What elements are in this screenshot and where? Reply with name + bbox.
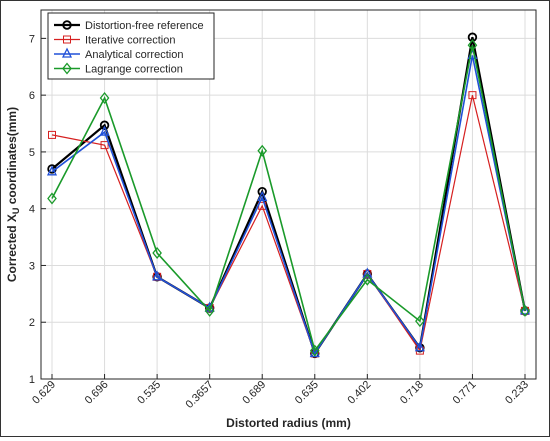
data-point-square [100,141,109,150]
y-axis-ticks: 1 2 3 4 5 6 7 [29,33,46,386]
data-point-diamond [99,91,110,105]
x-tick-label: 0.689 [240,379,268,407]
series-line [51,95,526,355]
series-triangle [46,48,531,358]
data-point-triangle [46,165,58,176]
series-diamond [47,39,530,357]
y-axis-title-subscript: U [11,208,21,215]
x-tick-label: 0.402 [346,379,374,407]
data-point-diamond [309,344,320,357]
x-tick-label: 0.696 [83,379,111,407]
x-tick-label: 0.3657 [184,379,216,411]
legend-item: Analytical correction [54,47,183,61]
x-tick-label: 0.771 [451,379,479,407]
data-point-triangle [257,190,268,201]
plot-area-border [40,9,537,380]
data-point-circle [99,120,110,130]
data-point-circle [62,20,72,30]
data-point-square [468,91,477,100]
data-point-triangle [61,47,73,58]
y-axis-title: Corrected XU coordinates(mm) [5,107,21,282]
y-tick-label: 4 [29,204,35,216]
x-axis-title: Distorted radius (mm) [226,416,351,430]
legend-label: Lagrange correction [85,64,183,76]
x-tick-label: 0.635 [293,379,321,407]
legend-item: Iterative correction [54,35,175,47]
y-tick-label: 2 [29,317,35,329]
series-group [46,32,531,359]
legend-label: Distortion-free reference [85,20,204,32]
data-point-triangle [99,125,110,136]
x-tick-label: 0.535 [135,379,163,407]
data-point-diamond [257,144,268,157]
y-tick-label: 7 [29,33,35,45]
legend-label: Iterative correction [85,35,175,47]
data-point-diamond [467,39,478,52]
data-point-triangle [362,267,373,278]
series-line [51,45,526,353]
data-point-square [63,35,71,44]
data-point-triangle [414,341,425,352]
data-point-triangle [519,304,531,315]
data-point-diamond [520,304,530,317]
series-line [51,55,526,356]
y-tick-label: 3 [29,260,35,272]
legend-label: Analytical correction [85,49,183,61]
data-point-diamond [362,273,373,286]
data-point-square [48,130,56,139]
series-line [51,36,527,357]
y-tick-label: 6 [29,90,35,102]
legend: Distortion-free reference Iterative corre… [47,12,215,80]
data-point-diamond [204,304,215,317]
y-axis-title-suffix: coordinates(mm) [5,107,19,208]
series-circle [47,32,530,359]
legend-item: Distortion-free reference [54,20,204,32]
data-point-diamond [62,62,72,75]
legend-item: Lagrange correction [54,62,183,76]
y-tick-label: 5 [29,147,35,159]
y-tick-label: 1 [29,374,35,386]
y-axis-title-main: Corrected X [5,214,19,282]
x-axis-ticks: 0.629 0.696 0.535 0.3657 0.689 0.635 0.402 0.71… [30,374,531,411]
data-point-diamond [415,315,425,328]
data-point-triangle [152,270,163,281]
data-point-diamond [47,192,57,205]
x-tick-label: 0.233 [503,379,531,407]
data-point-diamond [152,246,162,260]
x-tick-label: 0.718 [398,379,426,407]
